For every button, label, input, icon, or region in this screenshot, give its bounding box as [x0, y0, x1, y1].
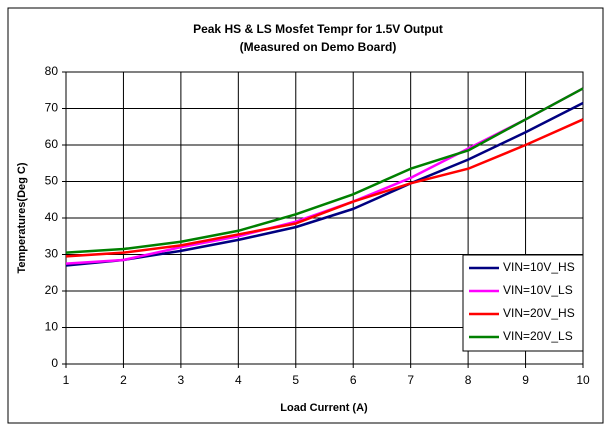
y-tick-label: 20 — [45, 283, 59, 297]
y-tick-label: 30 — [45, 247, 59, 261]
y-tick-label: 40 — [45, 210, 59, 224]
legend-box — [462, 254, 584, 352]
series-line — [65, 87, 584, 254]
x-tick-label: 3 — [178, 373, 185, 387]
x-tick-label: 2 — [120, 373, 127, 387]
y-tick-label: 80 — [45, 64, 59, 78]
y-tick-label: 70 — [45, 101, 59, 115]
y-tick-label: 60 — [45, 137, 59, 151]
x-tick-label: 9 — [522, 373, 529, 387]
y-tick-label: 50 — [45, 174, 59, 188]
legend-label: VIN=10V_LS — [503, 283, 573, 297]
x-tick-label: 8 — [465, 373, 472, 387]
legend-label: VIN=10V_HS — [503, 260, 575, 274]
x-tick-label: 5 — [292, 373, 299, 387]
x-tick-label: 10 — [576, 373, 590, 387]
x-axis-label: Load Current (A) — [280, 402, 368, 414]
legend-label: VIN=20V_HS — [503, 306, 575, 320]
x-tick-label: 1 — [63, 373, 70, 387]
series-line — [65, 101, 584, 267]
legend-label: VIN=20V_LS — [503, 329, 573, 343]
y-axis-label: Temperatures(Deg C) — [16, 162, 28, 273]
y-tick-label: 10 — [45, 320, 59, 334]
series-line — [65, 118, 584, 258]
x-tick-label: 7 — [407, 373, 414, 387]
chart-subtitle: (Measured on Demo Board) — [240, 40, 397, 54]
y-tick-label: 0 — [51, 356, 58, 370]
x-tick-label: 4 — [235, 373, 242, 387]
x-tick-label: 6 — [350, 373, 357, 387]
chart-title: Peak HS & LS Mosfet Tempr for 1.5V Outpu… — [193, 22, 443, 36]
